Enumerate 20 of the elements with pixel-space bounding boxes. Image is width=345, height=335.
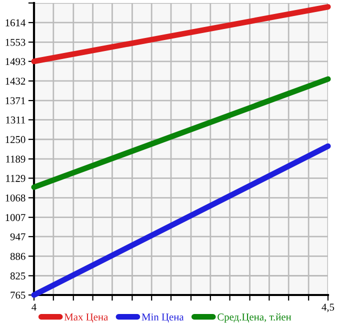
y-tick-label: 825 — [10, 272, 26, 280]
y-tick-label: 1129 — [6, 174, 26, 182]
legend-label: Max Цена — [64, 314, 108, 323]
y-tick-label: 1311 — [6, 116, 26, 124]
y-tick-label: 1553 — [6, 38, 26, 46]
legend-label: Min Цена — [142, 314, 184, 323]
y-tick-label: 1493 — [6, 58, 26, 66]
y-tick-label: 1250 — [6, 136, 26, 144]
x-tick-label: 4,5 — [322, 304, 334, 312]
y-tick-label: 1189 — [6, 156, 26, 163]
y-tick-label: 1614 — [6, 19, 26, 26]
y-tick-label: 886 — [10, 252, 26, 260]
y-tick-label: 1007 — [6, 214, 26, 222]
y-tick-label: 1068 — [6, 194, 26, 202]
y-tick-label: 765 — [10, 292, 26, 299]
y-tick-label: 1432 — [6, 78, 26, 85]
x-tick-label: 4 — [32, 304, 36, 311]
legend-label: Сред.Цена, т.йен — [218, 313, 292, 323]
y-tick-label: 947 — [10, 233, 26, 240]
y-tick-label: 1371 — [6, 97, 26, 104]
